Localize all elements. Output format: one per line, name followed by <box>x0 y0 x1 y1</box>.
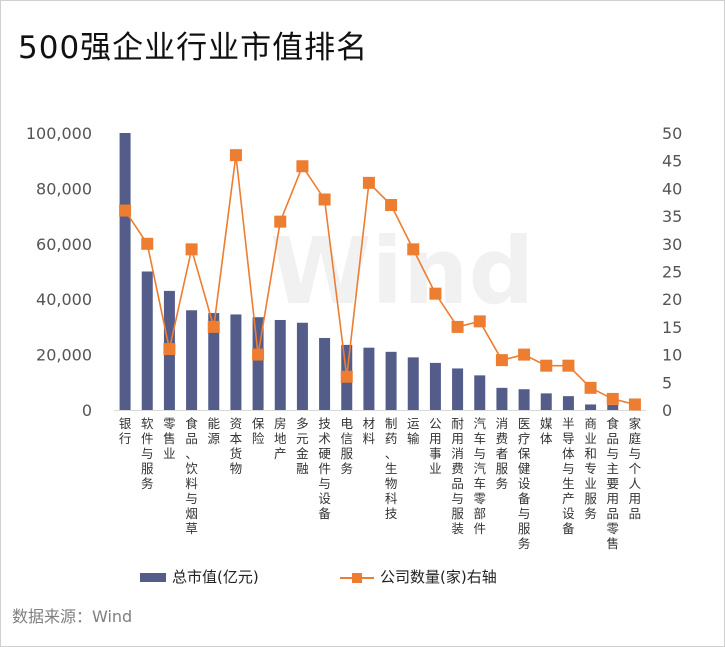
line-point <box>562 359 575 372</box>
x-tick-label: 医疗保健设备与服务 <box>518 416 531 551</box>
line-point <box>141 237 154 250</box>
line-point <box>318 193 331 206</box>
legend-line-swatch <box>340 572 374 584</box>
x-tick-label: 银行 <box>119 416 132 446</box>
watermark: Wind <box>270 218 535 325</box>
series-line <box>124 155 636 406</box>
y-right-tick-label: 15 <box>662 318 682 337</box>
bar <box>585 404 597 410</box>
line-point <box>340 370 353 383</box>
y-right-tick-label: 50 <box>662 124 682 143</box>
y-right-tick-label: 10 <box>662 346 682 365</box>
line-point <box>229 149 242 162</box>
y-right-tick-label: 40 <box>662 179 682 198</box>
x-tick-label: 汽车与汽车零部件 <box>473 416 486 536</box>
bar <box>208 313 220 410</box>
x-tick-label: 零售业 <box>163 416 176 461</box>
x-tick-label: 运输 <box>407 416 420 446</box>
bar <box>607 405 619 410</box>
y-left-tick-label: 80,000 <box>36 179 92 198</box>
line-point <box>407 243 420 256</box>
line-point <box>185 243 198 256</box>
y-left-tick-label: 100,000 <box>26 124 92 143</box>
bar <box>319 337 331 410</box>
line-point <box>495 354 508 367</box>
y-right-tick-label: 25 <box>662 263 682 282</box>
line-point <box>362 176 375 189</box>
x-tick-label: 公用事业 <box>429 416 442 476</box>
bar <box>252 317 264 410</box>
legend-line-label: 公司数量(家)右轴 <box>380 568 497 586</box>
x-tick-label: 制药、生物科技 <box>385 416 398 521</box>
x-tick-label: 媒体 <box>540 416 553 446</box>
bar <box>363 347 375 410</box>
x-tick-label: 材料 <box>363 416 376 446</box>
bar <box>141 271 153 410</box>
legend-item-line: 公司数量(家)右轴 <box>340 566 497 587</box>
line-point <box>119 204 132 217</box>
x-tick-label: 电信服务 <box>340 416 353 476</box>
line-point <box>584 381 597 394</box>
bar <box>296 322 308 410</box>
y-right-tick-label: 35 <box>662 207 682 226</box>
x-tick-label: 商业和专业服务 <box>584 416 597 521</box>
x-tick-label: 半导体与生产设备 <box>562 416 575 536</box>
legend-bar-label: 总市值(亿元) <box>172 568 259 586</box>
y-right-tick-label: 45 <box>662 152 682 171</box>
y-left-tick-label: 0 <box>82 401 92 420</box>
x-tick-label: 房地产 <box>274 416 287 461</box>
x-tick-label: 技术硬件与设备 <box>318 416 331 521</box>
line-point <box>473 315 486 328</box>
line-point <box>296 160 309 173</box>
line-point <box>606 392 619 405</box>
legend-item-bar: 总市值(亿元) <box>140 566 259 587</box>
x-tick-label: 保险 <box>252 416 265 446</box>
x-tick-label: 能源 <box>207 416 220 446</box>
y-left-tick-label: 20,000 <box>36 346 92 365</box>
line-point <box>518 348 531 361</box>
line-point <box>451 320 464 333</box>
bar <box>474 375 486 410</box>
y-right-tick-label: 30 <box>662 235 682 254</box>
bar <box>540 393 552 410</box>
bar <box>496 387 508 410</box>
x-tick-label: 多元金融 <box>296 416 309 476</box>
x-tick-label: 资本货物 <box>230 416 243 476</box>
bar <box>274 319 286 410</box>
x-tick-label: 耐用消费品与服装 <box>451 416 464 536</box>
y-right-tick-label: 5 <box>662 373 672 392</box>
y-right-tick-label: 20 <box>662 290 682 309</box>
line-point <box>274 215 287 228</box>
y-right-tick-label: 0 <box>662 401 672 420</box>
bar <box>230 314 242 410</box>
bar <box>407 357 419 410</box>
line-point <box>540 359 553 372</box>
y-left-tick-label: 60,000 <box>36 235 92 254</box>
x-tick-label: 家庭与个人用品 <box>629 416 642 521</box>
bar <box>562 396 574 410</box>
x-tick-label: 食品与主要用品零售 <box>606 416 619 551</box>
line-point <box>252 348 265 361</box>
bar <box>385 351 397 410</box>
x-tick-label: 食品、饮料与烟草 <box>185 416 198 536</box>
line-point <box>163 343 176 356</box>
bar <box>119 133 131 410</box>
chart-title: 500强企业行业市值排名 <box>18 30 369 66</box>
line-point <box>429 287 442 300</box>
line-point <box>385 199 398 212</box>
bar <box>518 389 530 410</box>
line-point <box>207 320 220 333</box>
y-left-tick-label: 40,000 <box>36 290 92 309</box>
line-point <box>628 398 641 411</box>
bar <box>429 362 441 410</box>
x-tick-label: 软件与服务 <box>141 416 154 491</box>
legend-bar-swatch <box>140 573 166 582</box>
bar <box>186 310 198 410</box>
x-tick-label: 消费者服务 <box>496 416 509 491</box>
data-source: 数据来源：Wind <box>12 607 133 626</box>
bar <box>452 368 464 410</box>
